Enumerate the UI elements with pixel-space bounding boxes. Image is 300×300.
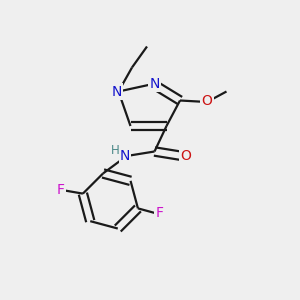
Text: H: H [111,144,120,157]
Text: F: F [155,206,163,220]
Text: N: N [120,149,130,163]
Text: O: O [181,149,191,163]
Text: N: N [112,85,122,98]
Text: O: O [202,94,212,108]
Text: F: F [57,183,65,197]
Text: N: N [149,77,160,91]
